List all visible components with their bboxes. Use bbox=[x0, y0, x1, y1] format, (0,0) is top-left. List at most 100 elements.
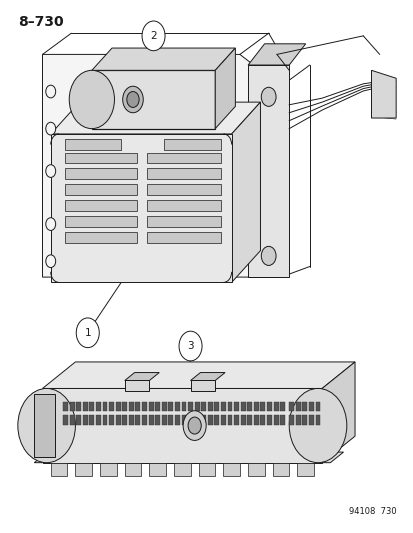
Polygon shape bbox=[124, 463, 141, 476]
Polygon shape bbox=[76, 415, 81, 424]
Polygon shape bbox=[69, 415, 74, 424]
Circle shape bbox=[289, 389, 346, 463]
Polygon shape bbox=[231, 102, 260, 282]
Circle shape bbox=[122, 86, 143, 113]
Polygon shape bbox=[34, 452, 343, 463]
Polygon shape bbox=[247, 44, 305, 65]
Text: 8–730: 8–730 bbox=[18, 14, 63, 29]
Polygon shape bbox=[63, 402, 68, 411]
Polygon shape bbox=[280, 415, 285, 424]
Polygon shape bbox=[273, 415, 278, 424]
Polygon shape bbox=[92, 70, 215, 128]
Polygon shape bbox=[122, 402, 127, 411]
Polygon shape bbox=[102, 415, 107, 424]
Circle shape bbox=[46, 85, 55, 98]
Polygon shape bbox=[96, 402, 101, 411]
Polygon shape bbox=[83, 415, 88, 424]
Polygon shape bbox=[247, 463, 264, 476]
Polygon shape bbox=[76, 402, 81, 411]
Polygon shape bbox=[168, 415, 173, 424]
Circle shape bbox=[76, 318, 99, 348]
Polygon shape bbox=[247, 402, 252, 411]
Polygon shape bbox=[148, 402, 153, 411]
Polygon shape bbox=[223, 463, 239, 476]
Polygon shape bbox=[43, 389, 321, 463]
Polygon shape bbox=[65, 200, 137, 211]
Polygon shape bbox=[149, 463, 166, 476]
Polygon shape bbox=[161, 402, 166, 411]
Polygon shape bbox=[124, 381, 149, 391]
Polygon shape bbox=[221, 402, 225, 411]
Polygon shape bbox=[227, 402, 232, 411]
Polygon shape bbox=[315, 402, 320, 411]
Polygon shape bbox=[240, 415, 245, 424]
Polygon shape bbox=[272, 463, 289, 476]
Polygon shape bbox=[43, 54, 280, 277]
Circle shape bbox=[46, 255, 55, 268]
Polygon shape bbox=[301, 402, 306, 411]
Polygon shape bbox=[102, 402, 107, 411]
Polygon shape bbox=[122, 415, 127, 424]
Polygon shape bbox=[147, 200, 221, 211]
Polygon shape bbox=[96, 415, 101, 424]
Polygon shape bbox=[273, 402, 278, 411]
Polygon shape bbox=[148, 415, 153, 424]
Polygon shape bbox=[181, 402, 186, 411]
Polygon shape bbox=[280, 402, 285, 411]
Circle shape bbox=[261, 246, 275, 265]
Polygon shape bbox=[247, 65, 289, 277]
Polygon shape bbox=[100, 463, 116, 476]
Polygon shape bbox=[69, 402, 74, 411]
Circle shape bbox=[183, 411, 206, 440]
Polygon shape bbox=[128, 402, 133, 411]
Polygon shape bbox=[51, 134, 231, 282]
Polygon shape bbox=[142, 415, 147, 424]
Circle shape bbox=[18, 389, 75, 463]
Text: 1: 1 bbox=[84, 328, 91, 338]
Polygon shape bbox=[260, 402, 265, 411]
Polygon shape bbox=[194, 402, 199, 411]
Polygon shape bbox=[89, 415, 94, 424]
Polygon shape bbox=[115, 402, 120, 411]
Polygon shape bbox=[109, 402, 114, 411]
Polygon shape bbox=[190, 373, 225, 381]
Polygon shape bbox=[65, 168, 137, 179]
Polygon shape bbox=[175, 402, 179, 411]
Polygon shape bbox=[214, 415, 219, 424]
Circle shape bbox=[46, 165, 55, 177]
Polygon shape bbox=[135, 402, 140, 411]
Polygon shape bbox=[181, 415, 186, 424]
Polygon shape bbox=[115, 415, 120, 424]
Polygon shape bbox=[124, 373, 159, 381]
Polygon shape bbox=[198, 463, 215, 476]
Polygon shape bbox=[315, 415, 320, 424]
Polygon shape bbox=[221, 415, 225, 424]
Text: 2: 2 bbox=[150, 31, 157, 41]
Circle shape bbox=[46, 217, 55, 230]
Circle shape bbox=[178, 331, 202, 361]
Polygon shape bbox=[51, 102, 260, 134]
Polygon shape bbox=[266, 415, 271, 424]
Polygon shape bbox=[201, 402, 206, 411]
Polygon shape bbox=[147, 184, 221, 195]
Circle shape bbox=[142, 21, 165, 51]
Polygon shape bbox=[109, 415, 114, 424]
Polygon shape bbox=[51, 463, 67, 476]
Polygon shape bbox=[207, 402, 212, 411]
Polygon shape bbox=[155, 402, 160, 411]
Polygon shape bbox=[65, 184, 137, 195]
Polygon shape bbox=[135, 415, 140, 424]
Polygon shape bbox=[227, 415, 232, 424]
Polygon shape bbox=[188, 402, 192, 411]
Polygon shape bbox=[128, 415, 133, 424]
Polygon shape bbox=[65, 152, 137, 163]
Polygon shape bbox=[308, 402, 313, 411]
Polygon shape bbox=[253, 415, 258, 424]
Polygon shape bbox=[174, 463, 190, 476]
Circle shape bbox=[188, 417, 201, 434]
Polygon shape bbox=[75, 463, 92, 476]
Polygon shape bbox=[65, 139, 120, 150]
Circle shape bbox=[126, 92, 139, 108]
Polygon shape bbox=[164, 139, 221, 150]
Polygon shape bbox=[295, 402, 300, 411]
